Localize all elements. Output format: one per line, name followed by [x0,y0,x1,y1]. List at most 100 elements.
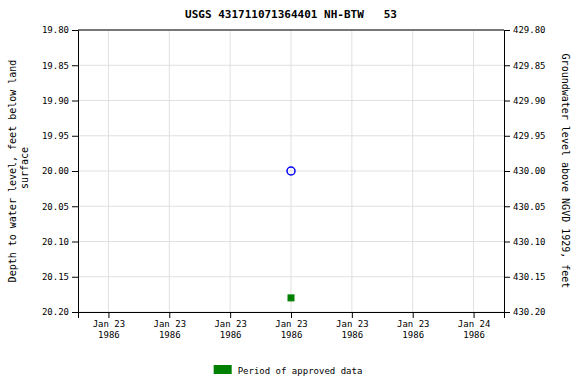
tick: 430.00 [504,166,546,176]
tick: 19.80 [42,25,78,35]
axis-line [505,31,511,313]
grid-line [108,30,109,312]
tick-label-line: Jan 24 [458,319,491,329]
tick: 19.85 [42,61,78,71]
grid-line [78,30,504,31]
tick: Jan 231986 [93,312,126,340]
tick-mark [169,312,170,318]
tick-label-line: 1986 [98,330,120,340]
grid [78,30,504,312]
tick-label: 429.85 [513,61,546,71]
tick-label: Jan 231986 [93,319,126,339]
point [287,167,295,175]
tick-label: Jan 231986 [214,319,247,339]
tick-label-line: 1986 [159,330,181,340]
tick-label: 20.15 [42,272,69,282]
tick-label-line: 1986 [220,330,242,340]
tick-label: 19.80 [42,25,69,35]
tick-label-line: Jan 23 [397,319,430,329]
tick: 20.05 [42,202,78,212]
tick-label: 430.00 [513,166,546,176]
tick-label: Jan 231986 [154,319,187,339]
y2-axis-title: Groundwater level above NGVD 1929, feet [560,54,571,289]
x-axis: Jan 231986Jan 231986Jan 231986Jan 231986… [79,312,505,340]
tick: 429.80 [504,25,546,35]
grid-line [351,30,352,312]
tick-label: 19.90 [42,96,69,106]
tick: 430.05 [504,202,546,212]
series [287,167,295,175]
tick-mark [474,312,475,318]
tick-mark [291,312,292,318]
tick: 429.95 [504,131,546,141]
tick-mark [504,171,510,172]
tick-mark [352,312,353,318]
frame-top [78,30,504,31]
tick-label: 20.00 [42,166,69,176]
grid-line [412,30,413,312]
tick: 20.20 [42,307,78,317]
tick: 429.85 [504,61,546,71]
tick-mark [504,206,510,207]
tick-label: Jan 231986 [275,319,308,339]
tick-mark [72,312,78,313]
y-axis-title: Depth to water level, feet below land su… [7,60,30,283]
tick-label-line: Jan 23 [336,319,369,329]
tick-label: 430.20 [513,307,546,317]
tick: 430.20 [504,307,546,317]
marks [287,167,295,301]
y-axis-title-line: surface [19,147,30,195]
tick-mark [72,206,78,207]
tick-mark [72,65,78,66]
tick-label: 430.15 [513,272,546,282]
tick-label: 19.85 [42,61,69,71]
axis-line [79,313,505,319]
tick: 19.90 [42,96,78,106]
tick-mark [72,242,78,243]
legend-label: Period of approved data [238,366,363,376]
tick-label-line: 1986 [463,330,485,340]
tick-label: 430.05 [513,202,546,212]
tick-mark [504,65,510,66]
tick: 430.10 [504,237,546,247]
tick-label: Jan 241986 [458,319,491,339]
tick-label-line: Jan 23 [214,319,247,329]
tick-label-line: 1986 [342,330,364,340]
tick: 20.10 [42,237,78,247]
tick: Jan 231986 [336,312,369,340]
tick-mark [72,171,78,172]
legend-swatch [214,365,232,374]
tick-label: 20.20 [42,307,69,317]
y2-axis: 430.20 430.15 430.10 430.05 430.00 429.95 429.… [504,25,546,317]
tick-label: Jan 231986 [336,319,369,339]
tick-mark [72,101,78,102]
tick-label-line: Jan 23 [93,319,126,329]
tick: Jan 241986 [458,312,491,340]
tick-label: 429.80 [513,25,546,35]
tick: Jan 231986 [154,312,187,340]
tick-label: 20.05 [42,202,69,212]
tick-mark [504,242,510,243]
tick-mark [504,136,510,137]
y-axis: 19.80 19.85 19.90 19.95 20.00 20.05 20.10 20.15… [42,25,79,317]
tick-label: 429.90 [513,96,546,106]
grid-line [230,30,231,312]
legend-item: Period of approved data [214,365,363,376]
chart: Jan 231986Jan 231986Jan 231986Jan 231986… [0,0,576,384]
tick-label-line: 1986 [402,330,424,340]
tick-label: Jan 231986 [397,319,430,339]
tick-label: 19.95 [42,131,69,141]
grid-line [291,30,292,312]
axis-line [72,31,79,313]
tick-label-line: Jan 23 [154,319,187,329]
series [288,295,294,301]
tick: 20.15 [42,272,78,282]
tick-mark [504,312,510,313]
tick-label: 429.95 [513,131,546,141]
tick: 20.00 [42,166,78,176]
tick-mark [504,277,510,278]
tick: Jan 231986 [275,312,308,340]
tick-label-line: 1986 [281,330,303,340]
tick-label: 20.10 [42,237,69,247]
tick-mark [504,30,510,31]
